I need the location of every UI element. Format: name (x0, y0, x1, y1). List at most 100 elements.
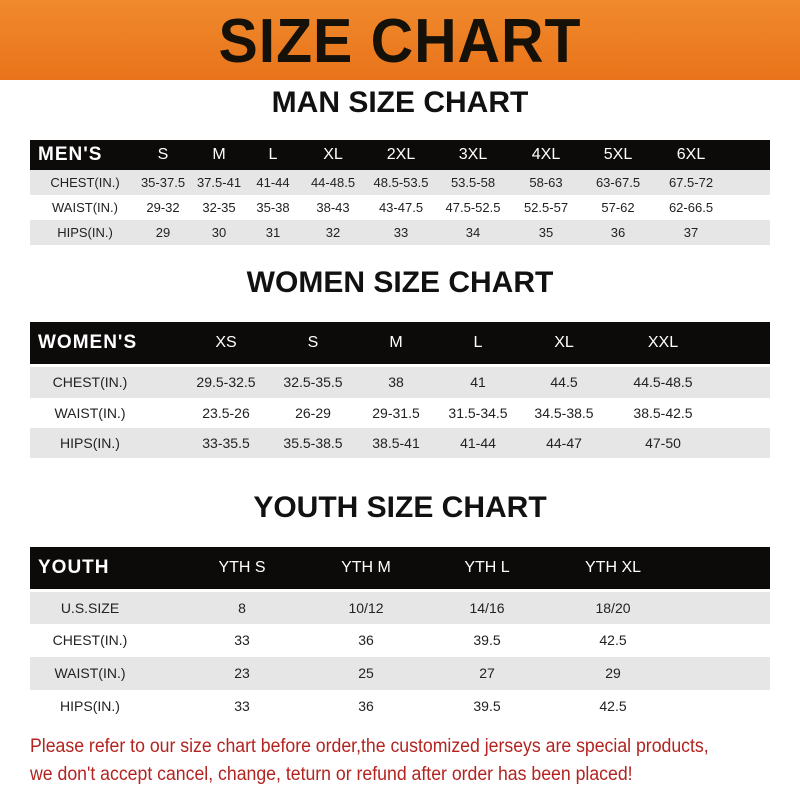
table-cell: 29-32 (146, 200, 180, 215)
table-cell: 23.5-26 (202, 405, 250, 421)
table-cell: 37 (683, 225, 699, 240)
table-cell: 31 (265, 225, 281, 240)
size-header: XS (215, 334, 237, 351)
table-header-row: MEN'S S M L XL 2XL 3XL 4XL 5XL 6XL (30, 140, 770, 170)
size-header: M (389, 334, 403, 351)
table-row: HIPS(IN.) 29 30 31 32 33 34 35 36 37 (30, 220, 770, 245)
table-cell: 25 (358, 665, 374, 681)
table-row: CHEST(IN.) 33 36 39.5 42.5 (30, 624, 770, 657)
table-cell: 43-47.5 (378, 200, 424, 215)
men-chart-title: MAN SIZE CHART (271, 86, 529, 119)
table-cell: 35-37.5 (140, 175, 186, 190)
table-cell: 34 (465, 225, 481, 240)
table-row: CHEST(IN.) 35-37.5 37.5-41 41-44 44-48.5 48.5… (30, 170, 770, 195)
table-cell: 41-44 (460, 435, 496, 451)
table-cell: 29.5-32.5 (196, 374, 256, 390)
row-label: WAIST(IN.) (52, 200, 118, 215)
table-cell: 41 (470, 374, 486, 390)
table-cell: 14/16 (469, 600, 505, 616)
table-header-row: WOMEN'S XS S M L XL XXL (30, 322, 770, 364)
table-cell: 32 (325, 225, 341, 240)
table-cell: 33 (234, 698, 250, 714)
size-header: 6XL (676, 146, 706, 163)
table-cell: 58-63 (529, 175, 563, 190)
table-cell: 63-67.5 (595, 175, 641, 190)
size-header: 2XL (386, 146, 416, 163)
row-label: CHEST(IN.) (52, 374, 128, 390)
table-cell: 27 (479, 665, 495, 681)
table-row: HIPS(IN.) 33-35.5 35.5-38.5 38.5-41 41-44 44-… (30, 428, 770, 458)
table-header-row: YOUTH YTH S YTH M YTH L YTH XL (30, 547, 770, 589)
row-label: CHEST(IN.) (50, 175, 120, 190)
table-cell: 26-29 (295, 405, 331, 421)
table-cell: 35 (538, 225, 554, 240)
table-cell: 67.5-72 (668, 175, 714, 190)
row-label: HIPS(IN.) (60, 698, 120, 714)
size-header: M (212, 146, 226, 163)
table-cell: 41-44 (256, 175, 290, 190)
table-cell: 10/12 (348, 600, 384, 616)
table-row: WAIST(IN.) 29-32 32-35 35-38 38-43 43-47.5 47.… (30, 195, 770, 220)
table-label: YOUTH (38, 557, 110, 578)
table-cell: 32.5-35.5 (283, 374, 343, 390)
table-cell: 35-38 (256, 200, 290, 215)
size-header: S (307, 334, 319, 351)
table-cell: 36 (358, 632, 374, 648)
size-header: S (157, 146, 169, 163)
table-cell: 8 (238, 600, 246, 616)
row-label: U.S.SIZE (60, 600, 120, 616)
size-header: L (268, 146, 278, 163)
table-cell: 52.5-57 (523, 200, 569, 215)
table-cell: 34.5-38.5 (534, 405, 594, 421)
page-title: SIZE CHART (218, 7, 582, 76)
table-cell: 36 (358, 698, 374, 714)
table-cell: 38 (388, 374, 404, 390)
table-cell: 32-35 (202, 200, 236, 215)
table-cell: 57-62 (601, 200, 635, 215)
table-row: HIPS(IN.) 33 36 39.5 42.5 (30, 690, 770, 722)
size-header: 5XL (603, 146, 633, 163)
table-label: MEN'S (38, 144, 103, 165)
table-cell: 39.5 (473, 632, 501, 648)
row-label: WAIST(IN.) (54, 665, 126, 681)
table-cell: 53.5-58 (450, 175, 496, 190)
table-cell: 47.5-52.5 (445, 200, 501, 215)
youth-chart-title: YOUTH SIZE CHART (253, 491, 547, 524)
size-header: 4XL (531, 146, 561, 163)
table-row: CHEST(IN.) 29.5-32.5 32.5-35.5 38 41 44.5 44.5… (30, 367, 770, 398)
table-cell: 37.5-41 (196, 175, 242, 190)
table-cell: 18/20 (595, 600, 631, 616)
table-cell: 36 (610, 225, 626, 240)
table-cell: 62-66.5 (668, 200, 714, 215)
table-row: U.S.SIZE 8 10/12 14/16 18/20 (30, 592, 770, 624)
table-cell: 42.5 (599, 698, 627, 714)
table-cell: 29 (605, 665, 621, 681)
row-label: CHEST(IN.) (52, 632, 128, 648)
notice-line-1: Please refer to our size chart before or… (30, 736, 709, 757)
table-cell: 29 (155, 225, 171, 240)
table-cell: 33 (234, 632, 250, 648)
size-header: YTH S (218, 559, 266, 576)
table-cell: 23 (234, 665, 250, 681)
table-cell: 38.5-41 (372, 435, 420, 451)
size-header: XL (323, 146, 343, 163)
table-cell: 47-50 (645, 435, 681, 451)
row-label: HIPS(IN.) (60, 435, 120, 451)
table-cell: 38.5-42.5 (633, 405, 693, 421)
table-row: WAIST(IN.) 23.5-26 26-29 29-31.5 31.5-34.5 34… (30, 398, 770, 428)
table-cell: 33 (393, 225, 409, 240)
size-header: 3XL (458, 146, 488, 163)
table-cell: 44-48.5 (310, 175, 356, 190)
table-cell: 39.5 (473, 698, 501, 714)
table-cell: 44.5 (550, 374, 578, 390)
table-cell: 44.5-48.5 (633, 374, 693, 390)
size-header: YTH XL (584, 559, 642, 576)
table-label: WOMEN'S (38, 332, 138, 353)
table-cell: 31.5-34.5 (448, 405, 508, 421)
table-cell: 48.5-53.5 (373, 175, 429, 190)
table-cell: 29-31.5 (372, 405, 420, 421)
table-cell: 33-35.5 (202, 435, 250, 451)
table-cell: 35.5-38.5 (283, 435, 343, 451)
size-header: YTH L (464, 559, 510, 576)
table-cell: 42.5 (599, 632, 627, 648)
